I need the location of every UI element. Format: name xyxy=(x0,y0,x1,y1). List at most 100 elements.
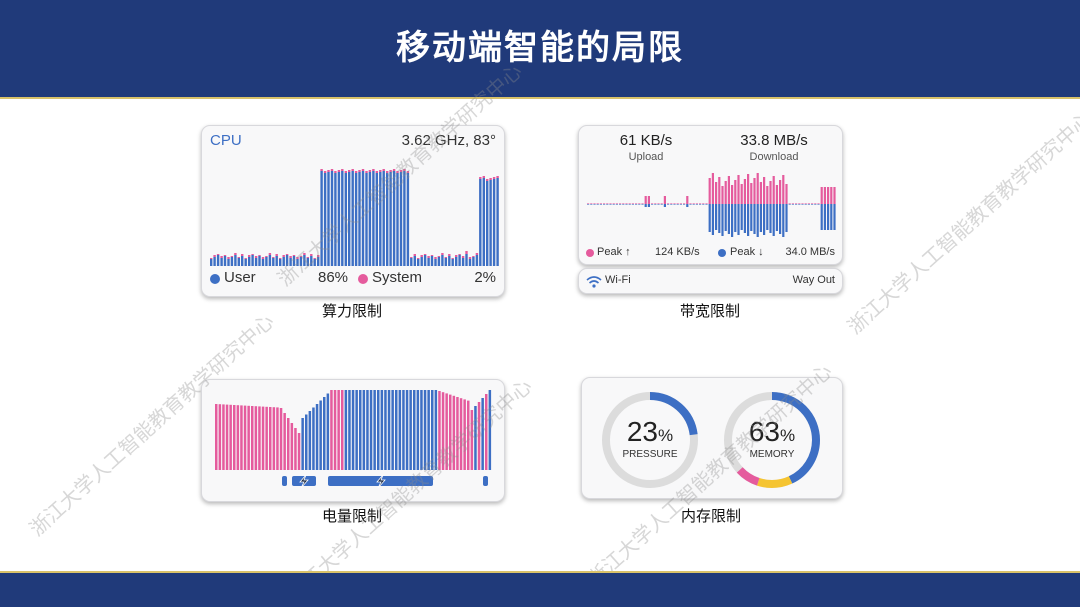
memory-percent: 63% xyxy=(722,416,822,448)
net-download-bar xyxy=(631,204,634,205)
battery-level-bar xyxy=(247,405,250,470)
net-download-bar xyxy=(798,204,801,205)
wifi-network-name: Way Out xyxy=(792,274,835,286)
cpu-system-bar xyxy=(258,255,261,256)
cpu-system-bar xyxy=(210,258,213,259)
cpu-user-bar xyxy=(492,179,496,266)
cpu-system-bar xyxy=(310,254,313,256)
net-upload-bar xyxy=(814,203,817,204)
net-download-bar xyxy=(609,204,612,205)
net-download-bar xyxy=(679,204,682,205)
cpu-user-bar xyxy=(455,257,458,266)
battery-level-bar xyxy=(362,390,366,470)
battery-level-bar xyxy=(326,393,330,470)
lightning-icon xyxy=(299,474,309,489)
cpu-system-bar xyxy=(296,257,299,259)
cpu-system-bar xyxy=(379,170,382,172)
net-upload-bar xyxy=(779,180,782,204)
battery-level-bar xyxy=(283,413,286,470)
battery-level-bar xyxy=(351,390,355,470)
cpu-system-bar xyxy=(382,169,385,171)
cpu-user-bar xyxy=(292,256,296,266)
battery-level-bar xyxy=(301,418,304,470)
battery-level-bar xyxy=(308,411,312,470)
net-download-bar xyxy=(779,204,782,234)
cpu-user-bar xyxy=(372,171,375,266)
cpu-user-bar xyxy=(330,171,334,266)
footer-divider xyxy=(0,571,1080,573)
net-download-bar xyxy=(593,204,596,205)
cpu-user-bar xyxy=(234,255,237,266)
cpu-system-bar xyxy=(461,256,465,258)
battery-level-bar xyxy=(398,390,402,470)
net-upload-bar xyxy=(708,178,711,204)
battery-level-bar xyxy=(355,390,358,470)
header-divider xyxy=(0,97,1080,99)
net-download-bar xyxy=(718,204,721,233)
net-download-bar xyxy=(804,204,807,205)
net-upload-bar xyxy=(769,181,772,204)
net-upload-bar xyxy=(622,203,625,204)
net-upload-bar xyxy=(705,203,708,204)
battery-level-bar xyxy=(441,392,445,470)
net-upload-bar xyxy=(759,182,762,204)
net-upload-bar xyxy=(683,203,686,204)
network-caption: 带宽限制 xyxy=(679,302,740,320)
net-upload-bar xyxy=(695,203,698,204)
net-upload-bar xyxy=(750,183,753,204)
cpu-user-bar xyxy=(465,254,468,266)
network-card: 61 KB/s Upload 33.8 MB/s Download Peak ↑… xyxy=(578,125,843,265)
cpu-user-bar xyxy=(475,255,479,266)
net-upload-bar xyxy=(660,203,663,204)
cpu-system-bar xyxy=(479,177,482,179)
cpu-system-bar xyxy=(396,171,399,173)
net-upload-bar xyxy=(625,203,628,204)
battery-level-bar xyxy=(344,390,348,470)
memory-ring-segment xyxy=(724,392,820,488)
cpu-system-bar xyxy=(455,255,458,257)
cpu-system-bar xyxy=(403,169,406,171)
cpu-user-bar xyxy=(361,171,365,266)
net-upload-bar xyxy=(644,196,647,204)
net-upload-bar xyxy=(798,203,801,204)
cpu-system-bar xyxy=(448,254,451,256)
cpu-user-bar xyxy=(216,255,220,266)
battery-level-bar xyxy=(265,406,268,470)
cpu-system-bar xyxy=(289,256,292,258)
net-download-bar xyxy=(763,204,766,235)
net-download-bar xyxy=(814,204,817,205)
battery-level-bar xyxy=(481,398,484,470)
net-download-bar xyxy=(791,204,794,205)
cpu-system-bar xyxy=(386,171,389,173)
net-download-bar xyxy=(756,204,759,237)
cpu-system-bar xyxy=(492,177,496,179)
battery-level-bar xyxy=(384,390,387,470)
battery-level-bar xyxy=(312,407,315,470)
battery-level-bar xyxy=(467,400,470,470)
net-upload-bar xyxy=(667,203,670,204)
cpu-user-bar xyxy=(313,259,316,266)
cpu-system-bar xyxy=(216,254,220,255)
net-upload-bar xyxy=(785,184,788,204)
cpu-user-bar xyxy=(261,259,265,266)
net-upload-bar xyxy=(731,185,734,204)
battery-level-bar xyxy=(449,394,452,470)
battery-level-bar xyxy=(459,398,463,470)
cpu-user-bar xyxy=(279,259,282,266)
battery-level-bar xyxy=(409,390,412,470)
net-upload-bar xyxy=(740,184,743,204)
upload-value: 61 KB/s xyxy=(619,132,673,149)
cpu-user-bar xyxy=(472,257,475,266)
net-upload-bar xyxy=(772,176,775,204)
cpu-user-bar xyxy=(351,171,354,266)
net-upload-bar xyxy=(606,203,609,204)
cpu-system-bar xyxy=(434,257,437,259)
battery-level-bar xyxy=(294,428,297,470)
net-upload-bar xyxy=(599,203,602,204)
battery-level-bar xyxy=(341,390,344,470)
net-upload-bar xyxy=(724,181,727,204)
cpu-system-bar xyxy=(392,169,396,171)
net-download-bar xyxy=(724,204,727,231)
cpu-user-bar xyxy=(451,259,454,266)
net-upload-bar xyxy=(628,203,631,204)
